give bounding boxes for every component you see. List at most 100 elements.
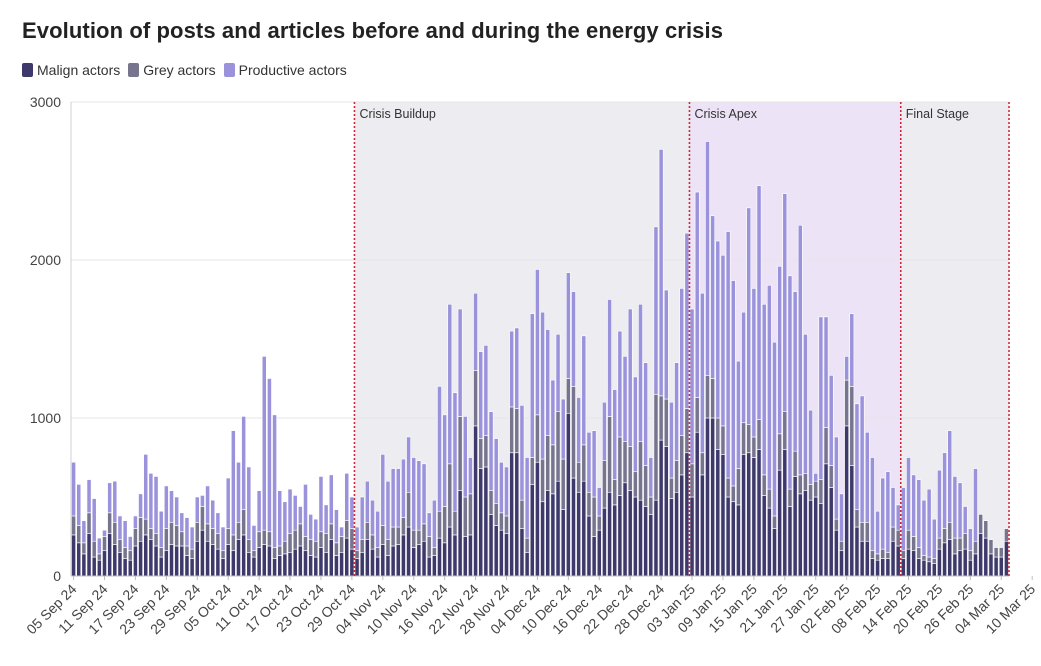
bar-grey — [287, 533, 293, 553]
bar-productive — [694, 191, 700, 398]
bar-productive — [138, 493, 143, 518]
bar-productive — [76, 484, 82, 526]
bar-malign — [736, 504, 741, 577]
bar-stack — [638, 303, 643, 577]
bar-grey — [215, 533, 221, 550]
phase-label-2: Crisis Apex — [694, 107, 757, 121]
bar-grey — [514, 408, 520, 454]
bar-malign — [395, 544, 401, 577]
bar-stack — [787, 275, 793, 577]
bar-productive — [395, 468, 401, 528]
bar-grey — [468, 493, 473, 536]
bar-stack — [169, 490, 174, 577]
bar-grey — [818, 479, 824, 504]
legend-item-malign[interactable]: Malign actors — [22, 62, 120, 78]
bar-grey — [828, 465, 834, 488]
bar-grey — [947, 521, 953, 540]
bar-grey — [803, 472, 808, 491]
bar-malign — [416, 544, 422, 577]
bar-stack — [102, 529, 107, 577]
bar-malign — [210, 544, 216, 577]
bar-grey — [998, 547, 1004, 558]
bar-stack — [297, 506, 303, 577]
bar-grey — [416, 529, 422, 545]
bar-stack — [715, 240, 721, 577]
bar-grey — [679, 435, 685, 476]
bar-productive — [163, 485, 169, 529]
bar-productive — [277, 490, 283, 547]
bar-grey — [890, 526, 896, 542]
bar-stack — [313, 518, 319, 577]
bar-stack — [669, 401, 674, 577]
chart-title: Evolution of posts and articles before a… — [22, 18, 724, 43]
bar-stack — [375, 510, 381, 577]
bar-grey — [540, 458, 545, 503]
bar-stack — [988, 539, 994, 577]
bar-malign — [684, 452, 690, 577]
bar-productive — [292, 495, 298, 531]
bar-productive — [741, 311, 746, 424]
bar-malign — [174, 545, 180, 577]
bar-stack — [292, 495, 298, 577]
bar-grey — [720, 425, 726, 455]
bar-grey — [297, 523, 303, 547]
bar-grey — [174, 525, 180, 547]
legend-label-malign: Malign actors — [37, 62, 121, 78]
bar-productive — [952, 476, 958, 539]
bar-malign — [246, 551, 252, 577]
legend-item-grey[interactable]: Grey actors — [128, 62, 216, 78]
bar-stack — [782, 193, 788, 577]
legend-item-productive[interactable]: Productive actors — [223, 62, 347, 78]
bar-malign — [426, 556, 432, 577]
legend-swatch-malign — [22, 63, 33, 77]
bar-grey — [225, 528, 231, 545]
bar-stack — [535, 269, 540, 577]
bar-grey — [112, 521, 118, 545]
bar-stack — [555, 333, 561, 577]
bar-malign — [308, 555, 314, 577]
bar-malign — [761, 495, 767, 577]
bar-malign — [163, 550, 169, 577]
bar-productive — [473, 292, 478, 371]
bar-stack — [1004, 528, 1009, 577]
bar-grey — [689, 463, 695, 498]
bar-stack — [148, 472, 154, 577]
bar-malign — [705, 417, 710, 577]
bar-productive — [370, 499, 375, 536]
bar-malign — [808, 499, 813, 577]
bar-grey — [169, 521, 174, 545]
bar-stack — [112, 480, 118, 577]
bar-malign — [169, 544, 174, 577]
bar-malign — [787, 506, 793, 577]
bar-productive — [174, 496, 180, 526]
bar-stack — [380, 454, 386, 577]
bar-productive — [194, 496, 200, 523]
bar-productive — [535, 269, 540, 416]
bar-stack — [127, 536, 133, 577]
bar-productive — [746, 207, 752, 425]
bar-stack — [133, 515, 138, 577]
bar-grey — [390, 526, 396, 547]
bar-malign — [328, 539, 334, 577]
bar-stack — [318, 476, 324, 577]
bar-stack — [828, 375, 834, 577]
bar-malign — [803, 490, 808, 577]
bar-stack — [978, 514, 984, 577]
bar-stack — [725, 231, 731, 577]
bar-stack — [401, 458, 406, 577]
bar-malign — [710, 417, 716, 577]
bar-grey — [163, 528, 169, 552]
bar-stack — [529, 313, 535, 577]
bar-malign — [921, 559, 927, 577]
bar-grey — [272, 547, 277, 559]
bar-grey — [591, 496, 597, 537]
bar-productive — [184, 517, 190, 547]
bar-malign — [462, 536, 468, 577]
bar-stack — [658, 149, 664, 577]
bar-stack — [766, 284, 772, 577]
bar-malign — [638, 499, 643, 577]
bar-stack — [174, 496, 180, 577]
bar-grey — [555, 411, 561, 482]
bar-productive — [772, 341, 777, 517]
bar-stack — [76, 484, 82, 577]
